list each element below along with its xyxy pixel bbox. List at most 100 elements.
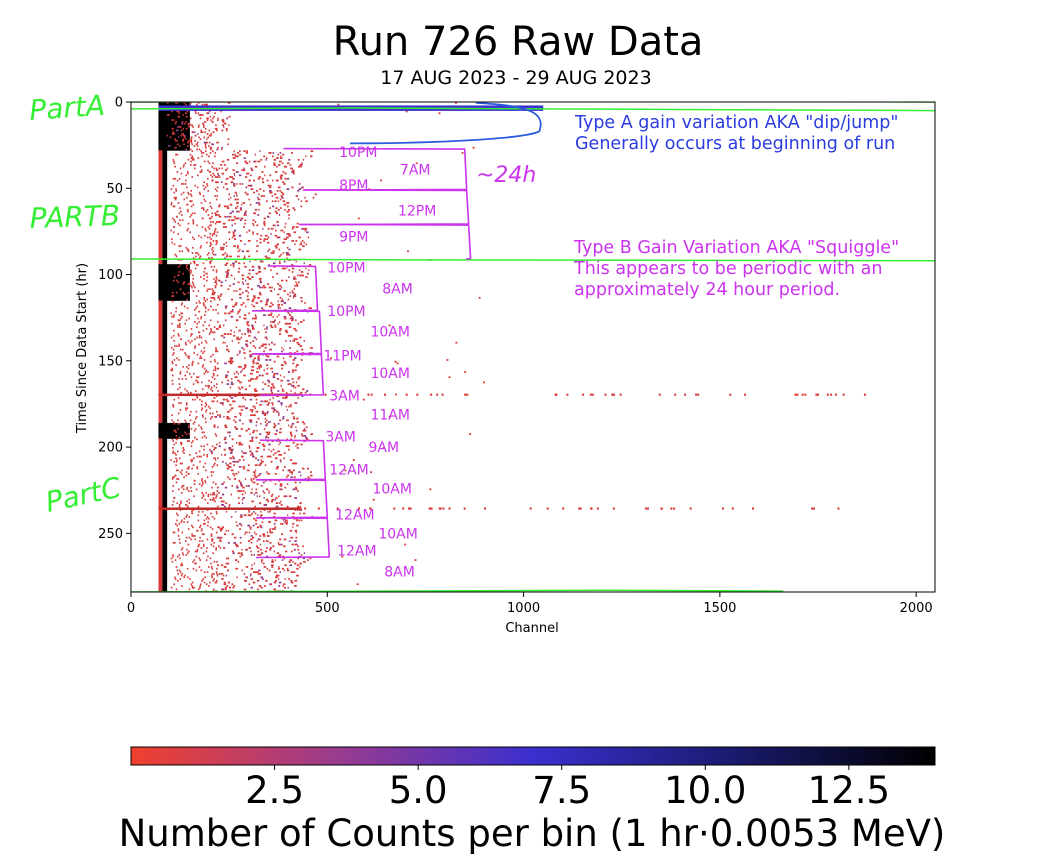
heat-cell xyxy=(288,276,290,278)
heat-cell xyxy=(178,569,181,572)
heat-cell xyxy=(209,217,212,220)
type-a-line-1: Type A gain variation AKA "dip/jump" xyxy=(574,113,898,133)
heat-cell xyxy=(253,493,255,496)
heat-cell xyxy=(288,322,290,325)
heat-cell xyxy=(162,188,168,191)
heat-cell xyxy=(217,181,219,184)
heat-cell xyxy=(162,212,168,215)
heat-cell xyxy=(171,127,174,130)
heat-cell xyxy=(235,319,238,322)
heat-cell xyxy=(239,315,241,318)
heat-cell xyxy=(180,210,182,213)
heat-cell xyxy=(215,167,218,170)
heat-cell xyxy=(243,255,246,258)
heat-cell xyxy=(303,241,305,244)
heat-cell xyxy=(236,353,239,356)
time-mark-label: 10AM xyxy=(370,324,409,340)
heat-cell xyxy=(191,176,193,178)
heat-cell xyxy=(300,391,303,394)
heat-cell xyxy=(271,500,273,503)
heat-cell xyxy=(232,400,235,403)
heat-cell xyxy=(287,312,290,315)
heat-cell xyxy=(174,429,177,432)
heat-cell xyxy=(173,243,176,246)
heat-cell xyxy=(255,362,258,365)
heat-cell xyxy=(199,586,201,589)
heat-cell xyxy=(293,476,296,479)
heat-cell xyxy=(162,495,168,498)
heat-cell xyxy=(158,212,163,215)
heat-cell xyxy=(196,466,198,468)
heat-cell xyxy=(247,485,250,487)
heat-cell xyxy=(257,177,260,180)
heat-cell xyxy=(218,279,221,282)
heat-cell xyxy=(226,167,229,170)
heat-cell xyxy=(195,488,198,491)
heat-cell xyxy=(162,447,168,450)
heat-cell xyxy=(222,120,225,123)
heat-cell xyxy=(282,390,285,392)
heat-cell xyxy=(250,578,254,580)
heat-cell xyxy=(214,286,217,289)
heat-cell xyxy=(237,281,240,284)
heat-cell xyxy=(174,576,176,579)
heat-cell xyxy=(179,372,182,375)
heat-cell xyxy=(273,550,276,553)
heat-cell xyxy=(285,550,288,553)
heat-cell xyxy=(268,355,270,358)
heat-cell xyxy=(158,583,163,586)
heat-cell xyxy=(283,466,286,468)
heat-cell xyxy=(213,491,215,494)
heat-cell xyxy=(261,412,265,415)
heat-cell xyxy=(211,215,213,218)
heat-cell xyxy=(158,169,163,172)
type-b-bracket xyxy=(299,223,472,260)
heat-cell xyxy=(237,155,239,158)
heat-cell xyxy=(252,362,255,365)
heat-cell xyxy=(190,441,193,444)
heat-cell xyxy=(301,162,303,165)
heat-cell xyxy=(289,564,293,567)
heat-cell xyxy=(258,353,261,356)
heat-cell xyxy=(290,476,293,479)
heat-cell xyxy=(259,300,263,303)
heat-cell xyxy=(270,321,272,323)
heat-cell xyxy=(257,357,260,360)
heat-cell xyxy=(191,155,193,158)
heat-cell xyxy=(404,543,407,546)
heat-cell xyxy=(193,479,196,482)
heat-cell xyxy=(202,352,204,354)
heat-cell xyxy=(183,143,185,146)
heat-cell xyxy=(271,566,274,568)
heat-cell xyxy=(185,471,188,473)
heat-cell xyxy=(213,277,215,280)
heat-cell xyxy=(229,362,233,365)
heat-cell xyxy=(260,260,262,263)
heat-cell xyxy=(290,315,293,318)
heat-cell xyxy=(310,347,313,349)
heat-cell xyxy=(213,296,216,299)
heat-cell xyxy=(196,397,199,399)
heat-cell xyxy=(294,434,296,437)
heat-cell xyxy=(214,500,216,503)
heat-cell xyxy=(184,374,186,377)
heat-cell xyxy=(278,543,281,546)
hot-band xyxy=(448,507,451,510)
heat-cell xyxy=(341,555,344,558)
heat-cell xyxy=(276,157,279,159)
heat-cell xyxy=(158,226,163,229)
heat-cell xyxy=(158,284,190,288)
heat-cell xyxy=(162,193,168,196)
heat-cell xyxy=(162,310,168,313)
hot-band xyxy=(801,393,804,396)
heat-cell xyxy=(250,479,253,482)
heat-cell xyxy=(242,169,246,172)
heat-cell xyxy=(162,517,168,520)
y-tick-label: 200 xyxy=(98,441,123,456)
heat-cell xyxy=(236,217,239,220)
heat-cell xyxy=(297,322,300,325)
heat-cell xyxy=(298,188,302,190)
heat-cell xyxy=(158,464,163,467)
heat-cell xyxy=(216,367,220,370)
heat-cell xyxy=(302,240,304,242)
